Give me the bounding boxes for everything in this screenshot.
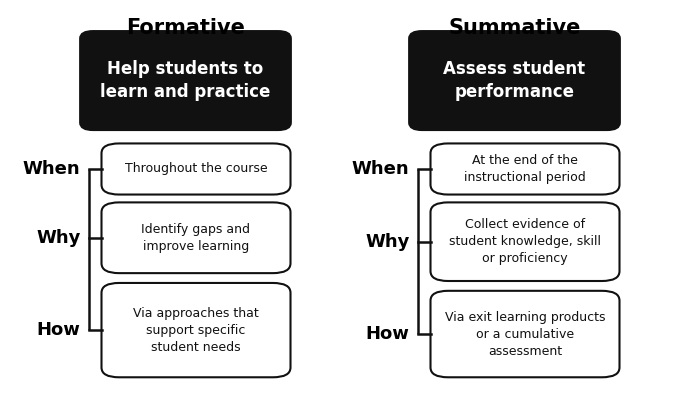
FancyBboxPatch shape [80, 31, 290, 130]
Text: Collect evidence of
student knowledge, skill
or proficiency: Collect evidence of student knowledge, s… [449, 218, 601, 265]
FancyBboxPatch shape [102, 202, 290, 273]
Text: Why: Why [36, 229, 80, 247]
Text: Identify gaps and
improve learning: Identify gaps and improve learning [141, 223, 251, 253]
Text: Via exit learning products
or a cumulative
assessment: Via exit learning products or a cumulati… [444, 310, 606, 358]
Text: Via approaches that
support specific
student needs: Via approaches that support specific stu… [133, 307, 259, 354]
FancyBboxPatch shape [430, 202, 620, 281]
Text: How: How [36, 321, 80, 339]
Text: Summative: Summative [448, 18, 581, 38]
FancyBboxPatch shape [430, 143, 620, 195]
Text: Formative: Formative [126, 18, 245, 38]
Text: Why: Why [365, 233, 410, 251]
FancyBboxPatch shape [102, 283, 290, 377]
Text: When: When [23, 160, 80, 178]
FancyBboxPatch shape [410, 31, 620, 130]
FancyBboxPatch shape [102, 143, 290, 195]
Text: At the end of the
instructional period: At the end of the instructional period [464, 154, 586, 184]
Text: How: How [365, 325, 410, 343]
Text: Throughout the course: Throughout the course [125, 162, 267, 176]
Text: Help students to
learn and practice: Help students to learn and practice [100, 60, 271, 101]
Text: When: When [352, 160, 410, 178]
FancyBboxPatch shape [430, 291, 620, 377]
Text: Assess student
performance: Assess student performance [443, 60, 586, 101]
